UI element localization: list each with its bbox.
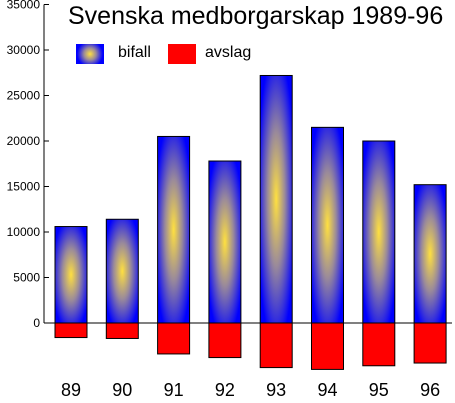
bar-avslag-96 [413,322,447,364]
bar-bifall-93 [259,74,293,324]
y-tick-label: 10000 [7,225,41,239]
y-tick-label: 5000 [13,271,40,285]
bar-bifall-91 [157,135,191,324]
bar-avslag-89 [54,322,88,339]
legend-swatch-avslag [168,44,196,64]
x-tick-label: 89 [61,380,81,400]
bar-avslag-92 [208,322,242,359]
x-tick-label: 96 [420,380,440,400]
x-tick-label: 93 [266,380,286,400]
x-tick-label: 94 [317,380,337,400]
bar-bifall-89 [54,226,88,324]
bar-avslag-95 [362,322,396,367]
legend-label-avslag: avslag [205,44,252,61]
y-tick-label: 20000 [7,134,41,148]
bars [54,74,447,370]
bar-avslag-93 [259,322,293,369]
bar-avslag-91 [157,322,191,355]
chart-title: Svenska medborgarskap 1989-96 [68,2,444,30]
x-tick-label: 90 [112,380,132,400]
y-axis: 0 5000 10000 15000 20000 25000 30000 35000 [7,0,452,330]
x-axis-labels: 89 90 91 92 93 94 95 96 [61,380,440,400]
bar-avslag-90 [105,322,139,339]
bar-bifall-96 [413,184,447,324]
y-tick-label: 15000 [7,180,41,194]
x-tick-label: 95 [369,380,389,400]
y-tick-label: 0 [33,316,40,330]
x-tick-label: 92 [215,380,235,400]
bar-avslag-94 [311,322,344,370]
bar-bifall-95 [362,140,396,324]
y-tick-label: 25000 [7,89,41,103]
legend-label-bifall: bifall [118,44,151,61]
bar-bifall-90 [105,218,139,324]
y-tick-label: 30000 [7,43,41,57]
bar-bifall-92 [208,160,242,324]
x-tick-label: 91 [164,380,184,400]
bar-bifall-94 [311,126,344,324]
legend-swatch-bifall [76,44,104,64]
y-tick-label: 35000 [7,0,41,12]
